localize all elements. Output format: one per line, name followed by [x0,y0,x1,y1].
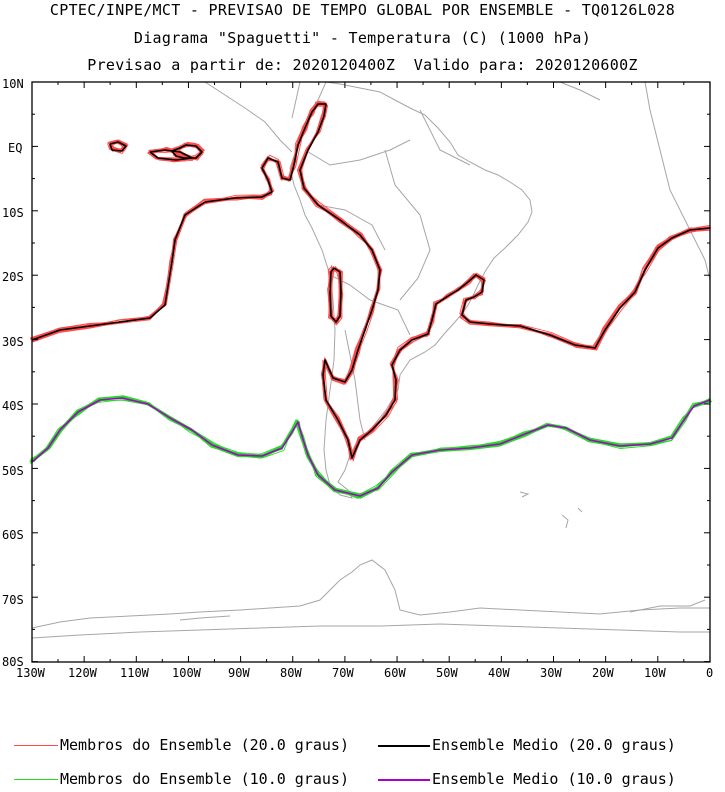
lat-label: 30S [2,335,24,349]
lon-label: 100W [172,666,202,680]
latitude-labels: 10N EQ 10S 20S 30S 40S 50S 60S 70S 80S [2,77,24,669]
ensemble-mean-20C-line [109,141,127,152]
ensemble-member-20C-line [32,105,709,461]
lat-label: 80S [2,655,24,669]
lon-label: 20W [592,666,614,680]
ensemble-member-20C-line [31,101,709,458]
forecast-times: Previsao a partir de: 2020120400Z Valido… [87,56,638,74]
ensemble-member-10C-line [32,395,711,499]
lon-label: 130W [16,666,46,680]
ensemble-mean-10C [31,397,711,497]
ensemble-members-10C [29,395,712,499]
ensemble-mean-10C-line [31,397,711,497]
legend-swatch-mean20 [378,745,430,747]
longitude-labels: 130W 120W 110W 100W 90W 80W 70W 60W 50W … [16,666,713,680]
legend-label-members20: Membros do Ensemble (20.0 graus) [60,736,349,754]
ensemble-member-20C-line [30,100,711,459]
ensemble-member-10C-line [33,395,711,498]
ensemble-member-10C-line [29,396,710,499]
ensemble-member-10C-line [30,395,709,496]
map-subtitle: Diagrama "Spaguetti" - Temperatura (C) (… [133,29,592,47]
map-frame [31,81,711,663]
ensemble-member-10C-line [30,396,709,497]
lat-label: 70S [2,593,24,607]
lon-label: 120W [68,666,98,680]
ensemble-member-20C-line [32,101,711,459]
ensemble-mean-20C-line [329,267,342,323]
lon-label: 40W [488,666,510,680]
legend-swatch-members20 [14,745,58,746]
ensemble-mean-20C [31,103,711,459]
legend-label-mean20: Ensemble Medio (20.0 graus) [432,736,676,754]
lat-label: 20S [2,270,24,284]
lon-label: 0 [706,666,713,680]
ensemble-member-10C-line [31,396,712,499]
lon-label: 60W [384,666,406,680]
ensemble-member-20C-line [30,104,711,458]
lon-label: 90W [228,666,250,680]
lon-label: 10W [644,666,666,680]
legend-swatch-mean10 [378,779,430,781]
legend-label-mean10: Ensemble Medio (10.0 graus) [432,770,676,788]
ensemble-mean-20C-line [149,149,193,161]
map-title: CPTEC/INPE/MCT - PREVISAO DE TEMPO GLOBA… [49,1,676,19]
ensemble-member-20C-line [30,104,710,459]
ensemble-member-10C-line [32,397,709,499]
lon-label: 70W [332,666,354,680]
legend-swatch-members10 [14,779,58,780]
lon-label: 110W [120,666,150,680]
ensemble-member-10C-line [30,397,711,495]
ensemble-member-10C-line [29,399,710,496]
ensemble-member-10C-line [30,399,712,496]
ensemble-member-10C-line [30,397,710,496]
ensemble-member-20C-line [32,103,711,462]
lat-label: 50S [2,464,24,478]
ensemble-members-20C [29,100,711,462]
legend-label-members10: Membros do Ensemble (10.0 graus) [60,770,349,788]
ensemble-member-20C-line [30,103,711,461]
lat-label: 60S [2,528,24,542]
ensemble-mean-20C-line [31,103,711,459]
lat-label: 10N [2,77,24,91]
axis-ticks [31,81,711,663]
lon-label: 50W [436,666,458,680]
ensemble-member-20C-line [31,101,709,458]
ensemble-member-20C-line [34,103,710,458]
coastlines [31,81,711,639]
ensemble-member-20C-line [29,101,711,459]
ensemble-member-10C-line [31,396,712,497]
ensemble-member-20C-line [31,101,711,459]
lon-label: 30W [540,666,562,680]
lat-label: 40S [2,399,24,413]
lat-label: EQ [8,141,22,155]
lon-label: 80W [280,666,302,680]
lat-label: 10S [2,206,24,220]
ensemble-mean-20C-line [171,144,203,159]
